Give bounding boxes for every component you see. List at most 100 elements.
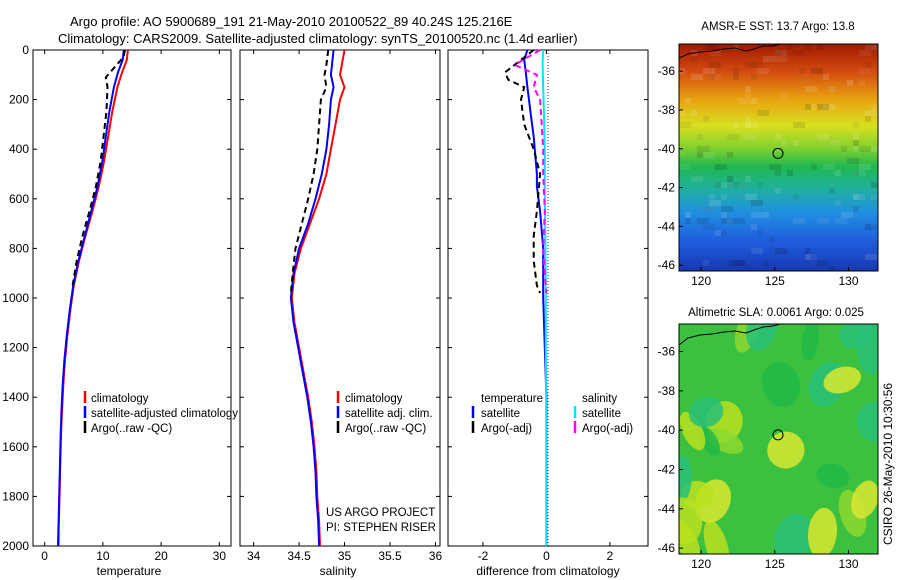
sst-texture-cell (775, 50, 781, 56)
sst-texture-cell (865, 224, 877, 230)
y-tick-label: -46 (658, 258, 676, 272)
sst-texture-cell (709, 44, 721, 50)
sst-texture-cell (859, 164, 871, 170)
sla-texture-blob (816, 463, 850, 489)
sst-texture-cell (805, 44, 811, 50)
salinity-panel: 34 34.5 35 35.5 36 salinity climatology sate… (239, 49, 442, 578)
difference-xlabel: difference from climatology (476, 564, 619, 578)
sst-texture-cell (763, 260, 769, 266)
y-tick-label: 2000 (2, 539, 29, 553)
temperature-legend: climatology satellite-adjusted climatolo… (83, 391, 238, 435)
sst-texture-cell (859, 50, 871, 56)
sst-texture-cell (865, 224, 871, 230)
legend-title-salinity: salinity (582, 393, 617, 405)
x-tick-label: 130 (839, 274, 859, 288)
temperature-panel: 0 200 400 600 800 1000 1200 1400 1600 1800 2000 0 10… (2, 43, 238, 578)
sst-texture-cell (721, 164, 727, 170)
sst-texture-cell (733, 260, 745, 266)
sst-texture-cell (793, 194, 799, 200)
sst-texture-cell (853, 170, 865, 176)
sst-texture-cell (709, 74, 715, 80)
x-tick-label: 34 (247, 549, 261, 563)
y-tick-label: 1800 (2, 489, 29, 503)
y-tick-label: -40 (658, 142, 676, 156)
sst-texture-cell (745, 122, 757, 128)
sst-texture-cell (715, 164, 721, 170)
sla-texture-blob (679, 455, 692, 505)
sst-texture-cell (745, 116, 751, 122)
sst-texture-cell (829, 188, 835, 194)
sst-texture-cell (703, 152, 715, 158)
sst-texture-cell (697, 146, 709, 152)
sst-texture-cell (727, 176, 733, 182)
sst-texture-cell (745, 194, 757, 200)
sst-texture-cell (775, 50, 781, 56)
sla-float-marker (772, 429, 784, 441)
sst-texture-cell (697, 74, 703, 80)
x-tick-label: -2 (478, 549, 489, 563)
sst-texture-cell (745, 134, 757, 140)
sst-field-texture (679, 44, 878, 271)
sla-texture-blob (773, 513, 812, 554)
sst-texture-cell (727, 134, 739, 140)
sst-texture-cell (775, 146, 781, 152)
sst-texture-cell (775, 134, 781, 140)
sst-texture-cell (835, 170, 841, 176)
sst-texture-cell (853, 194, 865, 200)
sst-texture-cell (691, 110, 697, 116)
sst-texture-cell (697, 152, 703, 158)
side-label: CSIRO 26-May-2010 10:30:56 (881, 383, 895, 545)
sst-texture-cell (811, 104, 817, 110)
y-tick-label: 200 (9, 93, 29, 107)
sst-texture-cell (793, 50, 805, 56)
legend-label-satellite: satellite-adjusted climatology (91, 408, 238, 420)
y-tick-label: -40 (658, 423, 676, 437)
x-tick-label: 2 (607, 549, 614, 563)
sst-texture-cell (799, 68, 805, 74)
y-tick-label: -42 (658, 462, 676, 476)
x-tick-label: 130 (839, 557, 859, 571)
sst-texture-cell (775, 188, 781, 194)
y-tick-label: -36 (658, 345, 676, 359)
sst-texture-cell (859, 68, 871, 74)
sst-texture-cell (775, 56, 787, 62)
sst-texture-cell (745, 62, 757, 68)
sst-texture-cell (721, 230, 727, 236)
sst-texture-cell (751, 248, 763, 254)
y-tick-label: 1600 (2, 440, 29, 454)
sst-map-ticks: 120 125 130 -36 -38 -40 -42 -44 -46 (658, 64, 859, 288)
sst-texture-cell (727, 260, 733, 266)
sst-texture-cell (721, 212, 727, 218)
sst-texture-cell (817, 104, 829, 110)
sst-texture-cell (793, 218, 805, 224)
sst-texture-cell (871, 194, 877, 200)
sla-map-frame (678, 323, 879, 555)
sst-texture-cell (757, 182, 763, 188)
series-temperature-argo-adj- (503, 49, 542, 294)
sst-texture-cell (715, 230, 721, 236)
sst-texture-cell (871, 44, 877, 50)
sst-texture-cell (817, 218, 829, 224)
sst-texture-cell (733, 122, 739, 128)
sst-texture-cell (823, 164, 835, 170)
sst-texture-cell (727, 218, 733, 224)
sst-texture-cell (757, 230, 763, 236)
sst-texture-cell (685, 98, 691, 104)
sst-map-frame (678, 43, 879, 272)
sst-texture-cell (745, 176, 751, 182)
sst-texture-cell (775, 50, 787, 56)
sst-texture-cell (697, 134, 703, 140)
sst-texture-cell (865, 116, 871, 122)
legend-title-temperature: temperature (481, 393, 543, 405)
sst-texture-cell (751, 98, 757, 104)
legend-label-sal-satellite: satellite (582, 408, 621, 420)
sst-texture-cell (829, 86, 835, 92)
difference-panel: -2 0 2 difference from climatology tempera… (447, 49, 649, 578)
sla-field-texture (679, 324, 878, 554)
sla-texture-blob (823, 366, 861, 394)
sst-texture-cell (709, 194, 715, 200)
temperature-lines (57, 49, 129, 547)
legend-label-temp-argo: Argo(-adj) (481, 423, 532, 435)
x-tick-label: 125 (765, 274, 785, 288)
sst-texture-cell (811, 254, 817, 260)
